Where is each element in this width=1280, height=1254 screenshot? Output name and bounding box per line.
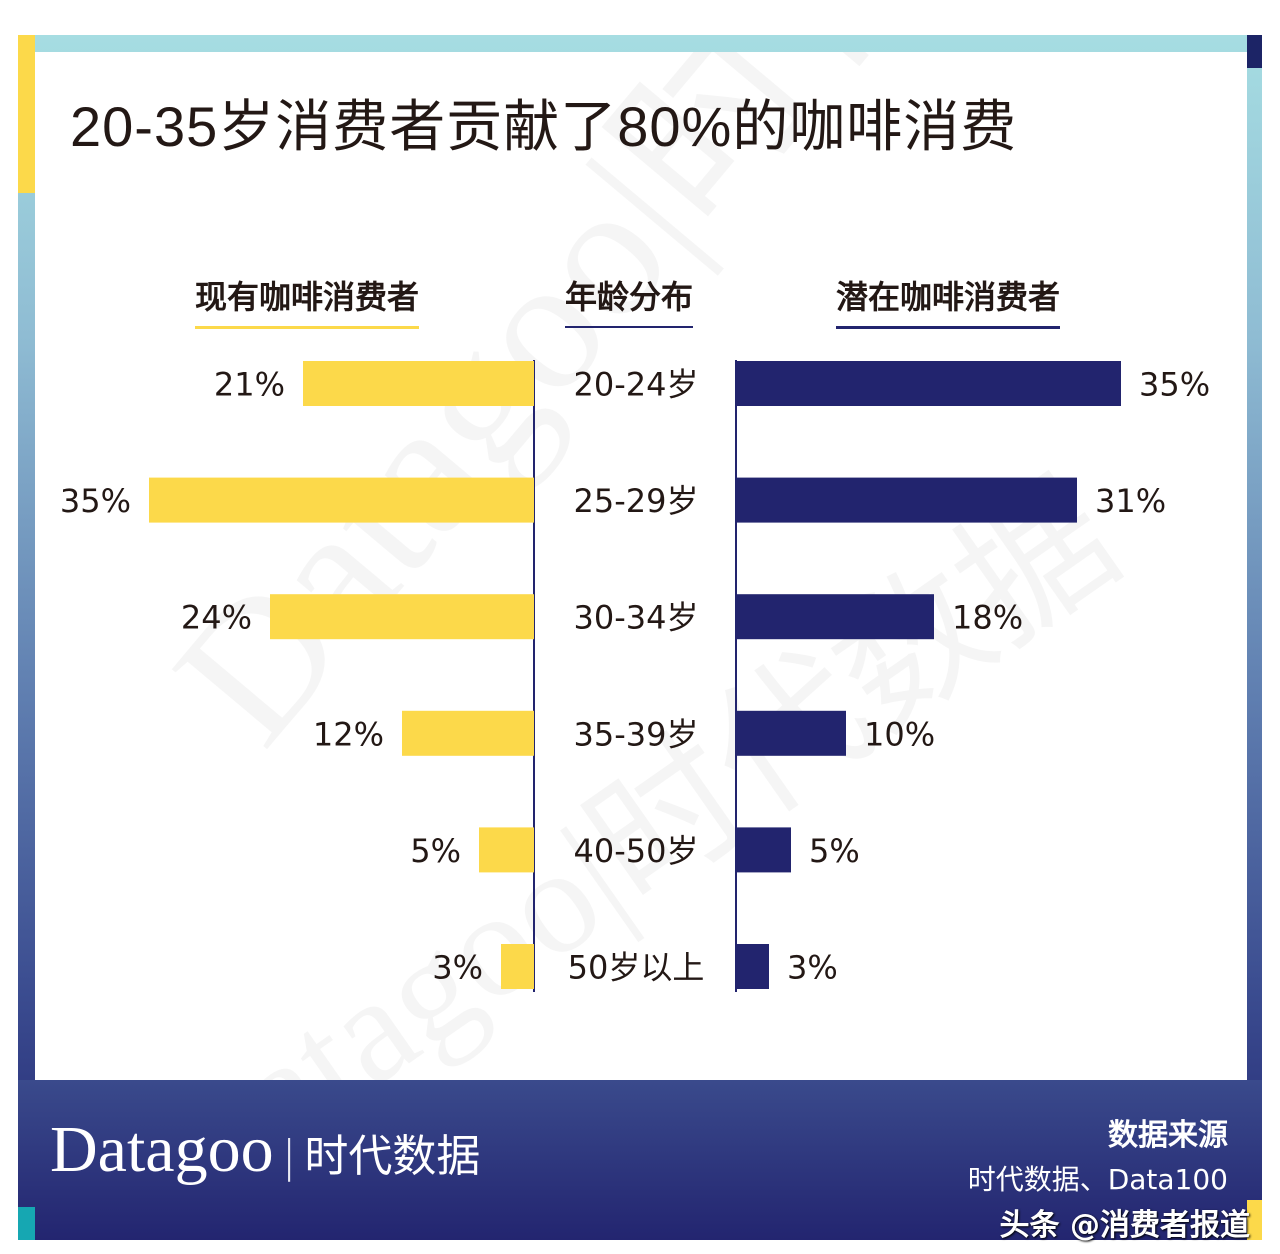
category-label: 35-39岁 [574, 715, 699, 753]
accent-bar-navy [1247, 35, 1262, 68]
bar-potential [736, 827, 791, 873]
legend-potential: 潜在咖啡消费者 [836, 272, 1061, 329]
category-header: 年龄分布 [565, 272, 694, 328]
logo-en: Datagoo [50, 1113, 274, 1186]
data-label-potential: 5% [809, 832, 860, 870]
logo-cn: 时代数据 [304, 1131, 481, 1182]
category-label: 40-50岁 [574, 832, 699, 870]
credit-watermark: 头条 @消费者报道 [999, 1208, 1250, 1243]
source-text: 时代数据、Data100 [967, 1163, 1228, 1196]
accent-bar-teal [18, 1207, 35, 1240]
bar-potential [736, 594, 934, 640]
bar-potential [736, 944, 769, 989]
data-label-existing: 24% [181, 599, 252, 637]
data-label-existing: 5% [410, 832, 461, 870]
data-label-potential: 3% [787, 949, 838, 987]
category-label: 25-29岁 [574, 482, 699, 520]
data-label-potential: 10% [864, 715, 935, 753]
data-label-potential: 18% [952, 599, 1023, 637]
bar-existing [149, 477, 534, 523]
data-label-existing: 21% [214, 366, 285, 404]
bar-existing [479, 827, 534, 873]
logo-divider: | [281, 1131, 297, 1182]
bar-existing [303, 361, 534, 406]
data-label-existing: 12% [313, 715, 384, 753]
datagoo-logo: Datagoo | 时代数据 [50, 1112, 480, 1188]
source-block: 数据来源 时代数据、Data100 头条 @消费者报道 [967, 1110, 1250, 1244]
source-heading: 数据来源 [1108, 1118, 1228, 1153]
bar-existing [501, 944, 534, 989]
data-label-potential: 31% [1095, 482, 1166, 520]
bar-existing [402, 710, 534, 756]
footer [18, 1080, 1262, 1240]
bar-potential [736, 710, 846, 756]
data-label-existing: 35% [60, 482, 131, 520]
category-label: 50岁以上 [568, 949, 705, 987]
data-label-existing: 3% [432, 949, 483, 987]
bar-potential [736, 477, 1077, 523]
category-label: 20-24岁 [574, 366, 699, 404]
accent-bar-yellow [18, 35, 35, 193]
legend-existing: 现有咖啡消费者 [195, 272, 420, 329]
bar-existing [270, 594, 534, 640]
chart-title: 20-35岁消费者贡献了80%的咖啡消费 [70, 95, 1018, 158]
bar-potential [736, 361, 1121, 406]
chart-panel: Datagoo|时代数据 Datagoo|时代数据 [35, 52, 1247, 1080]
data-label-potential: 35% [1139, 366, 1210, 404]
accent-bar-yellow-bottom [1247, 1200, 1262, 1240]
category-label: 30-34岁 [574, 599, 699, 637]
